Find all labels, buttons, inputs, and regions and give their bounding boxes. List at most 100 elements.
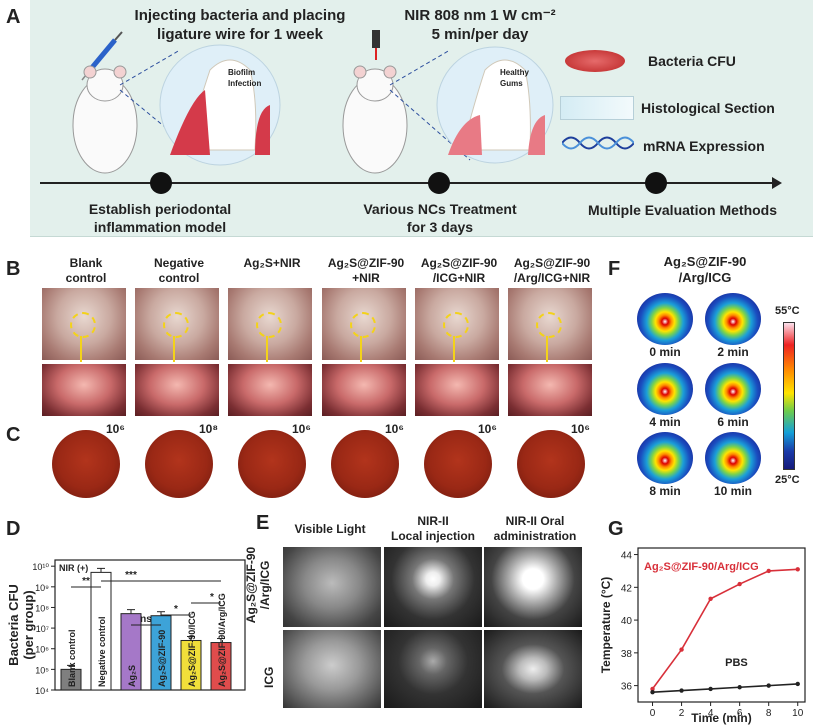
panel-a-background xyxy=(30,0,813,237)
bar-label-2: Ag₂S xyxy=(127,665,137,687)
petri-dish-0 xyxy=(52,430,120,498)
timeline-step1: Establish periodontal inflammation model xyxy=(60,200,260,236)
dilution-label-1: 10⁸ xyxy=(199,422,219,436)
timeline-node-2 xyxy=(428,172,450,194)
mouse-left-icon xyxy=(72,65,138,174)
series-label-1: PBS xyxy=(725,657,748,669)
chart-d-frame xyxy=(54,559,246,691)
thermal-image-3 xyxy=(705,363,761,415)
series-1-point-3 xyxy=(737,685,742,690)
sig-mark-2: ns xyxy=(140,614,152,625)
series-0-point-2 xyxy=(708,596,713,601)
timeline-step2: Various NCs Treatment for 3 days xyxy=(330,200,550,236)
y-axis-label: Bacteria CFU xyxy=(6,584,21,666)
visible-light-image-1 xyxy=(283,547,381,627)
col-nir-local-line1: NIR-II xyxy=(417,514,449,528)
temperature-line-chart: 0 2 4 6 8 10 36 38 40 42 44 Time (min) Temperature (… xyxy=(600,547,806,725)
panel-a-illustration: Biofilm Infection Healthy Gums xyxy=(72,30,554,174)
cfu-bar-chart: 10¹⁰ 10⁹ 10⁸ 10⁷ 10⁶ 10⁵ 10⁴ Bacteria CFU (per g… xyxy=(6,559,246,696)
thermal-time-0: 0 min xyxy=(649,345,681,359)
dna-icon xyxy=(562,136,634,150)
biofilm-label: Biofilm xyxy=(228,68,255,77)
arrow-line-0 xyxy=(80,336,82,362)
circle-marker-4 xyxy=(443,312,469,338)
slide-icon xyxy=(560,96,634,120)
row-label-composite-line1: Ag₂S@ZIF-90 xyxy=(244,546,258,624)
legend-histological: Histological Section xyxy=(641,100,775,116)
petri-dish-2 xyxy=(238,430,306,498)
nir-local-image-1 xyxy=(384,547,482,627)
arrow-line-2 xyxy=(266,336,268,362)
group-header-line2-1: control xyxy=(158,271,200,285)
group-header-line2-4: /ICG+NIR xyxy=(432,271,486,285)
timeline-node-1 xyxy=(150,172,172,194)
gy-tick-label-4: 44 xyxy=(621,551,633,562)
petri-dish-4 xyxy=(424,430,492,498)
gy-tick-label-2: 40 xyxy=(621,616,633,627)
panel-f-label: F xyxy=(608,258,621,280)
healthy-label: Healthy xyxy=(500,68,529,77)
group-header-line1-5: Ag₂S@ZIF-90 xyxy=(513,256,591,270)
col-nir-local: NIR-II Local injection xyxy=(383,514,483,544)
petri-dish-icon xyxy=(565,50,625,72)
col-nir-local-line2: Local injection xyxy=(390,529,475,543)
x-tick-label-0: 0 xyxy=(650,708,656,719)
scale-max: 55°C xyxy=(775,305,800,317)
arrow-line-5 xyxy=(546,336,548,362)
step1-title: Injecting bacteria and placing ligature … xyxy=(120,6,360,44)
series-1-point-5 xyxy=(795,681,800,687)
y-tick-label-5: 10⁵ xyxy=(35,665,49,675)
arrow-line-3 xyxy=(360,336,362,362)
thermal-time-3: 6 min xyxy=(717,415,749,429)
timeline-arrowhead xyxy=(772,177,782,189)
y-axis-label-2: (per group) xyxy=(21,590,36,659)
y-tick-label-1: 10⁹ xyxy=(35,583,49,593)
infected-tooth-icon xyxy=(159,44,281,166)
color-scale-bar xyxy=(783,322,795,470)
nir-oral-image-2 xyxy=(484,630,582,708)
infection-label: Infection xyxy=(228,79,261,88)
nir-oral-image-1 xyxy=(484,547,582,627)
timeline-node-3 xyxy=(645,172,667,194)
x-tick-label-1: 2 xyxy=(679,708,685,719)
circle-marker-1 xyxy=(163,312,189,338)
bar-2 xyxy=(120,613,142,691)
mouse-right-icon xyxy=(342,65,408,174)
y-tick-label-2: 10⁸ xyxy=(35,603,49,613)
series-1-point-1 xyxy=(679,688,684,693)
dilution-label-0: 10⁶ xyxy=(106,422,125,436)
series-1-point-2 xyxy=(708,686,713,692)
group-header-line2-3: +NIR xyxy=(352,271,380,285)
dilution-label-4: 10⁶ xyxy=(478,422,497,436)
timeline-step1-line2: inflammation model xyxy=(93,219,227,235)
group-header-line2-5: /Arg/ICG+NIR xyxy=(513,271,591,285)
thermal-image-4 xyxy=(637,432,693,484)
sig-mark-0: ** xyxy=(82,576,90,587)
dilution-label-5: 10⁶ xyxy=(571,422,590,436)
thermal-time-1: 2 min xyxy=(717,345,749,359)
y-tick-label-6: 10⁴ xyxy=(35,686,49,696)
nir-local-image-2 xyxy=(384,630,482,708)
row-label-composite: Ag₂S@ZIF-90 /Arg/ICG xyxy=(244,540,272,630)
g-x-axis-label: Time (min) xyxy=(691,711,751,725)
step1-title-line1: Injecting bacteria and placing xyxy=(134,7,346,24)
group-header-line1-0: Blank xyxy=(69,256,103,270)
group-header-line2-0: control xyxy=(65,271,107,285)
mouth-photo-0 xyxy=(42,364,126,416)
series-0-point-4 xyxy=(766,568,771,574)
legend-bacteria-cfu: Bacteria CFU xyxy=(648,53,736,69)
group-header-line1-3: Ag₂S@ZIF-90 xyxy=(327,256,405,270)
gy-tick-label-0: 36 xyxy=(621,682,633,693)
petri-dish-5 xyxy=(517,430,585,498)
x-tick-label-2: 4 xyxy=(708,708,714,719)
circle-marker-2 xyxy=(256,312,282,338)
mouth-photo-5 xyxy=(508,364,592,416)
series-line-1 xyxy=(652,683,798,693)
panel-f-title-line1: Ag₂S@ZIF-90 xyxy=(663,254,747,269)
gy-tick-label-1: 38 xyxy=(621,649,633,660)
arrow-line-1 xyxy=(173,336,175,362)
col-nir-oral-line2: administration xyxy=(493,529,577,543)
timeline-step2-line2: for 3 days xyxy=(406,219,474,235)
series-1-point-0 xyxy=(650,689,655,695)
arrow-line-4 xyxy=(453,336,455,362)
